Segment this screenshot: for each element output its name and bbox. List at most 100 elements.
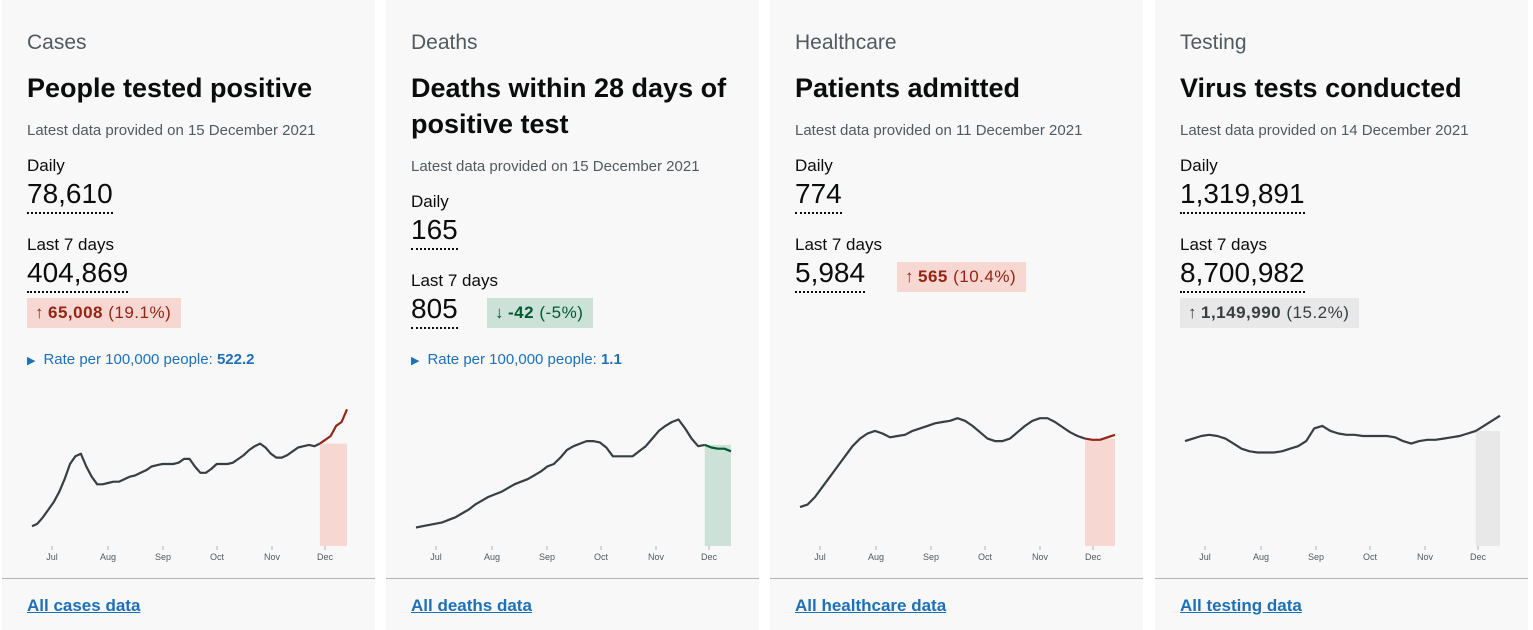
change-percent: (15.2%) (1286, 303, 1350, 322)
change-badge: ↓ -42 (-5%) (487, 298, 594, 328)
divider (1155, 578, 1528, 579)
series-line-recent (704, 443, 732, 453)
latest-date: Latest data provided on 15 December 2021 (411, 158, 700, 175)
week-label: Last 7 days (411, 271, 498, 290)
latest-date: Latest data provided on 15 December 2021 (27, 122, 316, 139)
change-badge: ↑ 565 (10.4%) (897, 262, 1027, 292)
series-line (415, 418, 706, 529)
card-heading[interactable]: Deaths within 28 days of positive test (411, 73, 727, 139)
card-testing: Testing Virus tests conducted Latest dat… (1155, 0, 1528, 630)
daily-label: Daily (1180, 156, 1218, 175)
highlight-band (319, 443, 347, 546)
daily-value[interactable]: 1,319,891 (1180, 177, 1305, 214)
x-tick-label: Nov (1032, 552, 1049, 562)
x-tick-label: Sep (1308, 552, 1324, 562)
change-amount: 1,149,990 (1201, 303, 1282, 322)
series-line (31, 442, 321, 528)
rate-toggle[interactable]: ▶ Rate per 100,000 people: 1.1 (411, 351, 622, 368)
series-line-recent (319, 408, 349, 445)
all-healthcare-link[interactable]: All healthcare data (795, 596, 947, 615)
rate-label: Rate per 100,000 people: (43, 351, 213, 368)
latest-date: Latest data provided on 11 December 2021 (795, 122, 1083, 139)
daily-value[interactable]: 774 (795, 177, 842, 214)
change-amount: -42 (508, 303, 535, 322)
change-amount: 565 (918, 267, 948, 286)
rate-value: 1.1 (600, 351, 622, 368)
week-label: Last 7 days (1180, 235, 1267, 254)
week-value[interactable]: 8,700,982 (1180, 256, 1305, 293)
x-tick-label: Oct (594, 552, 609, 562)
change-percent: (10.4%) (953, 267, 1017, 286)
daily-label: Daily (411, 192, 449, 211)
x-tick-label: Dec (701, 552, 718, 562)
x-tick-label: Nov (1417, 552, 1434, 562)
all-cases-link[interactable]: All cases data (27, 596, 141, 615)
rate-value: 522.2 (216, 351, 255, 368)
card-heading[interactable]: Patients admitted (795, 73, 1021, 103)
cases-chart: Jul Aug Sep Oct Nov Dec (31, 408, 349, 562)
deaths-chart: Jul Aug Sep Oct Nov Dec (415, 418, 732, 562)
rate-label: Rate per 100,000 people: (427, 351, 597, 368)
arrow-up-icon: ↑ (905, 267, 914, 286)
week-value[interactable]: 404,869 (27, 256, 129, 293)
x-tick-label: Nov (264, 552, 281, 562)
change-badge: ↑ 1,149,990 (15.2%) (1180, 298, 1360, 328)
triangle-right-icon: ▶ (411, 355, 420, 367)
change-percent: (-5%) (539, 303, 584, 322)
x-tick-label: Oct (210, 552, 225, 562)
x-tick-label: Aug (484, 552, 500, 562)
card-category: Healthcare (795, 31, 897, 54)
x-tick-label: Sep (155, 552, 171, 562)
x-tick-label: Dec (317, 552, 334, 562)
x-tick-label: Oct (978, 552, 993, 562)
x-tick-label: Jul (814, 552, 826, 562)
x-tick-label: Sep (923, 552, 939, 562)
week-label: Last 7 days (795, 235, 882, 254)
highlight-band (1085, 438, 1115, 546)
daily-label: Daily (795, 156, 833, 175)
x-tick-label: Oct (1363, 552, 1378, 562)
triangle-right-icon: ▶ (27, 355, 36, 367)
testing-chart: Jul Aug Sep Oct Nov Dec (1184, 414, 1501, 562)
highlight-band (704, 444, 731, 546)
latest-date: Latest data provided on 14 December 2021 (1180, 122, 1469, 139)
all-deaths-link[interactable]: All deaths data (411, 596, 532, 615)
x-tick-label: Aug (1253, 552, 1269, 562)
all-testing-link[interactable]: All testing data (1180, 596, 1302, 615)
card-cases: Cases People tested positive Latest data… (2, 0, 375, 630)
rate-toggle[interactable]: ▶ Rate per 100,000 people: 522.2 (27, 351, 255, 368)
x-tick-label: Aug (868, 552, 884, 562)
daily-value[interactable]: 165 (411, 213, 458, 250)
card-healthcare: Healthcare Patients admitted Latest data… (770, 0, 1143, 630)
card-heading[interactable]: People tested positive (27, 73, 313, 103)
daily-value[interactable]: 78,610 (27, 177, 113, 214)
x-tick-label: Dec (1470, 552, 1487, 562)
series-line (1184, 424, 1477, 454)
x-tick-label: Aug (100, 552, 116, 562)
change-amount: 65,008 (48, 303, 103, 322)
arrow-down-icon: ↓ (495, 303, 504, 322)
x-tick-label: Jul (430, 552, 442, 562)
card-category: Testing (1180, 31, 1247, 54)
series-line (799, 417, 1086, 509)
x-tick-label: Jul (46, 552, 58, 562)
highlight-band (1475, 430, 1500, 546)
card-category: Deaths (411, 31, 478, 54)
change-badge: ↑ 65,008 (19.1%) (27, 298, 182, 328)
daily-label: Daily (27, 156, 65, 175)
x-tick-label: Jul (1199, 552, 1211, 562)
arrow-up-icon: ↑ (1188, 303, 1197, 322)
x-tick-label: Nov (648, 552, 665, 562)
x-tick-label: Dec (1085, 552, 1102, 562)
arrow-up-icon: ↑ (35, 303, 44, 322)
divider (770, 578, 1143, 579)
divider (386, 578, 759, 579)
card-heading[interactable]: Virus tests conducted (1180, 73, 1462, 103)
week-value[interactable]: 805 (411, 292, 458, 329)
week-value[interactable]: 5,984 (795, 256, 866, 293)
x-tick-label: Sep (539, 552, 555, 562)
week-label: Last 7 days (27, 235, 114, 254)
series-line-recent (1475, 414, 1501, 432)
series-line-recent (1084, 433, 1116, 441)
